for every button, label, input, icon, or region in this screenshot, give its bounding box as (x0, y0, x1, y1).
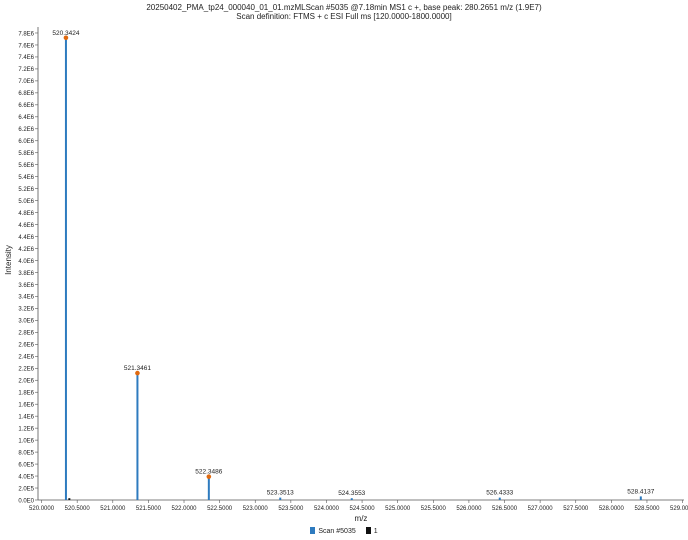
x-tick-label: 523.0000 (243, 506, 269, 512)
x-tick-label: 520.5000 (65, 506, 91, 512)
peak-marker (63, 35, 69, 41)
x-tick-label: 524.5000 (350, 506, 376, 512)
y-tick-label: 3.2E6 (18, 307, 34, 313)
y-tick-label: 5.4E6 (18, 175, 34, 181)
y-tick-label: 4.0E5 (18, 474, 34, 480)
y-tick-label: 0.0E0 (18, 498, 34, 504)
peak-marker (135, 370, 140, 376)
x-tick-label: 525.0000 (385, 506, 411, 512)
x-tick-label: 524.0000 (314, 506, 340, 512)
x-tick-label: 520.0000 (29, 506, 55, 512)
chart-subtitle: Scan definition: FTMS + c ESI Full ms [1… (236, 12, 452, 21)
y-tick-label: 2.0E5 (18, 486, 34, 492)
x-tick-label: 522.5000 (207, 506, 233, 512)
y-tick-label: 6.6E6 (18, 103, 34, 109)
peak-label: 528.4137 (627, 488, 654, 495)
spectrum-peak-bar[interactable] (498, 497, 501, 500)
spectrum-peak-bar[interactable] (207, 476, 210, 500)
legend: Scan #5035 1 (0, 527, 688, 536)
x-tick-label: 526.0000 (456, 506, 482, 512)
y-tick-label: 7.8E6 (18, 31, 34, 37)
y-tick-label: 4.0E6 (18, 259, 34, 265)
y-tick-label: 6.0E5 (18, 462, 34, 468)
y-tick-label: 2.6E6 (18, 343, 34, 349)
peak-label: 521.3461 (124, 365, 151, 372)
y-tick-label: 1.0E6 (18, 438, 34, 444)
y-tick-label: 6.4E6 (18, 115, 34, 121)
spectrum-peak-bar[interactable] (350, 498, 353, 500)
y-tick-label: 5.6E6 (18, 163, 34, 169)
chart-title: 20250402_PMA_tp24_000040_01_01.mzMLScan … (146, 3, 542, 12)
y-tick-label: 6.8E6 (18, 91, 34, 97)
spectrum-peak-bar[interactable] (64, 37, 67, 500)
x-tick-label: 528.5000 (634, 506, 660, 512)
peak-label: 522.3486 (195, 469, 222, 476)
x-tick-label: 521.5000 (136, 506, 162, 512)
x-tick-label: 526.5000 (492, 506, 518, 512)
spectrum-peak-bar[interactable] (639, 496, 642, 500)
y-tick-label: 7.6E6 (18, 43, 34, 49)
y-tick-label: 2.4E6 (18, 355, 34, 361)
peak-label: 526.4333 (486, 490, 513, 497)
spectrum-peak-bar[interactable] (136, 373, 139, 500)
y-tick-label: 7.2E6 (18, 67, 34, 73)
peak-label: 524.3553 (338, 490, 365, 497)
x-tick-label: 523.5000 (278, 506, 304, 512)
y-tick-label: 3.6E6 (18, 283, 34, 289)
peak-marker (206, 474, 212, 479)
y-tick-label: 4.8E6 (18, 211, 34, 217)
legend-label-1: 1 (373, 528, 378, 535)
y-tick-label: 1.4E6 (18, 414, 34, 420)
y-tick-label: 8.0E5 (18, 450, 34, 456)
x-tick-label: 525.5000 (421, 506, 447, 512)
x-tick-label: 529.0000 (670, 506, 688, 512)
legend-swatch-1 (365, 527, 371, 534)
x-axis-label: m/z (355, 514, 368, 523)
y-tick-label: 1.2E6 (18, 426, 34, 432)
y-tick-label: 3.4E6 (18, 295, 34, 301)
x-tick-label: 522.0000 (171, 506, 197, 512)
x-tick-label: 521.0000 (100, 506, 126, 512)
y-tick-label: 5.8E6 (18, 151, 34, 157)
spectrum-peak-bar[interactable] (279, 497, 282, 500)
x-tick-label: 528.0000 (599, 506, 625, 512)
peak-label: 523.3513 (267, 490, 294, 497)
x-tick-label: 527.0000 (528, 506, 554, 512)
y-tick-label: 1.8E6 (18, 391, 34, 397)
y-tick-label: 4.2E6 (18, 247, 34, 253)
y-tick-label: 5.0E6 (18, 199, 34, 205)
legend-item-scan[interactable]: Scan #5035 (310, 527, 357, 535)
y-tick-label: 4.4E6 (18, 235, 34, 241)
y-tick-label: 6.2E6 (18, 127, 34, 133)
y-tick-label: 6.0E6 (18, 139, 34, 145)
y-tick-label: 3.0E6 (18, 319, 34, 325)
legend-item-1[interactable]: 1 (365, 527, 378, 535)
y-tick-label: 1.6E6 (18, 403, 34, 409)
legend-swatch-scan (310, 527, 316, 534)
y-tick-label: 3.8E6 (18, 271, 34, 277)
y-tick-label: 2.2E6 (18, 367, 34, 373)
y-tick-label: 7.0E6 (18, 79, 34, 85)
y-axis-label: Intensity (4, 245, 13, 275)
y-tick-label: 2.8E6 (18, 331, 34, 337)
x-tick-label: 527.5000 (563, 506, 589, 512)
y-tick-label: 7.4E6 (18, 55, 34, 61)
y-tick-label: 5.2E6 (18, 187, 34, 193)
y-tick-label: 4.6E6 (18, 223, 34, 229)
peak-label: 520.3424 (52, 30, 79, 37)
y-tick-label: 2.0E6 (18, 379, 34, 385)
legend-label-scan: Scan #5035 (318, 528, 356, 535)
series-1-bar[interactable] (68, 498, 71, 500)
